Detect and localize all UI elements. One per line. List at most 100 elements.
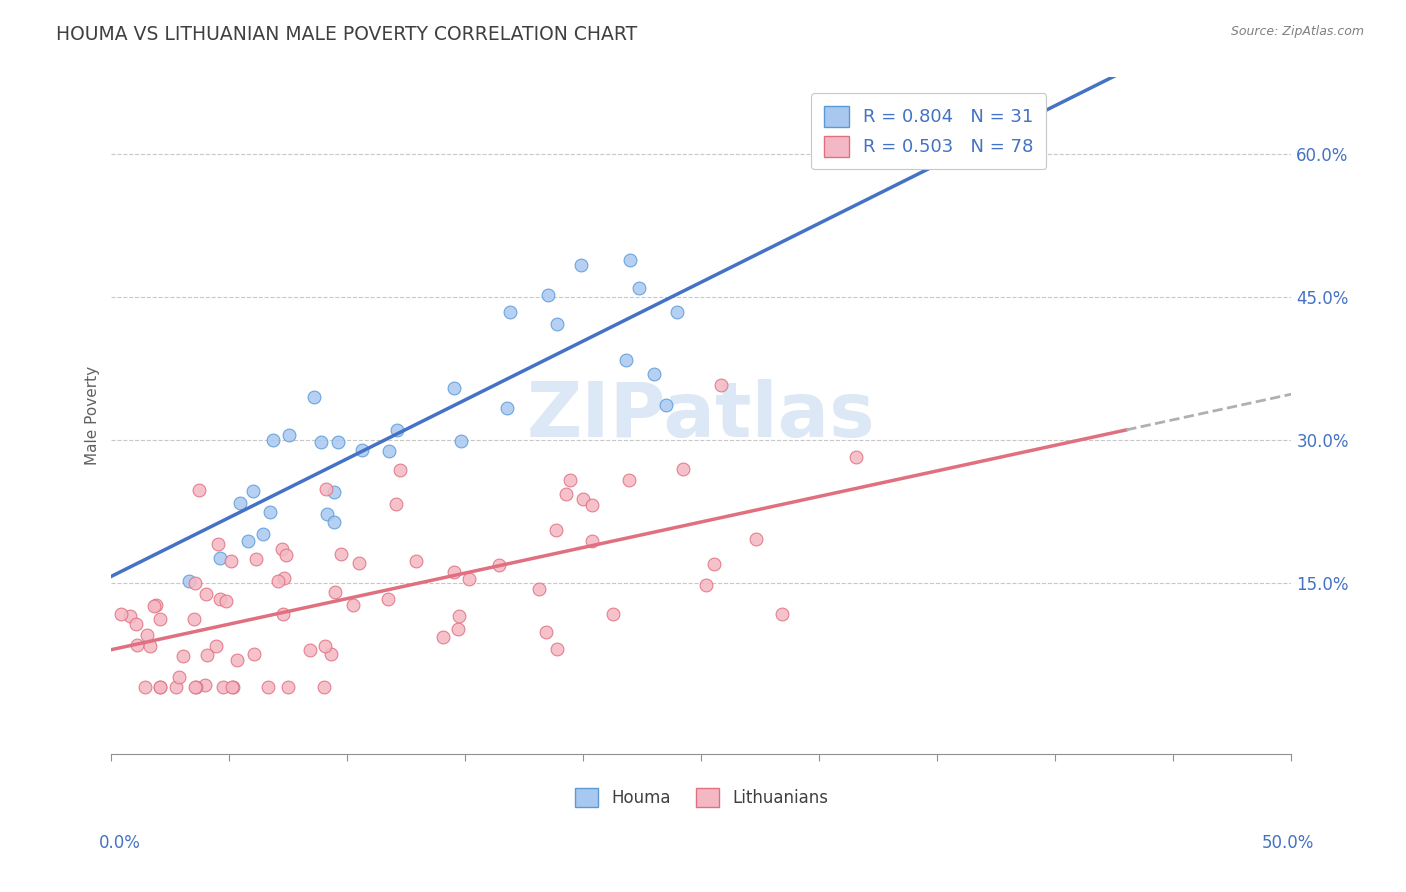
Point [124, 616, 146, 631]
Point [222, 681, 245, 695]
Point [495, 401, 517, 416]
Point [534, 624, 557, 639]
Text: 0.0%: 0.0% [98, 834, 141, 852]
Point [212, 681, 235, 695]
Legend: Houma, Lithuanians: Houma, Lithuanians [568, 781, 835, 814]
Point [242, 484, 264, 499]
Point [389, 463, 412, 477]
Point [271, 607, 294, 622]
Point [581, 533, 603, 548]
Point [569, 258, 592, 272]
Point [149, 681, 172, 695]
Point [321, 647, 343, 661]
Point [194, 587, 217, 601]
Point [205, 639, 228, 653]
Point [302, 390, 325, 404]
Point [188, 483, 211, 497]
Point [342, 599, 364, 613]
Point [614, 353, 637, 368]
Point [243, 647, 266, 661]
Point [221, 554, 243, 568]
Point [745, 532, 768, 546]
Text: Source: ZipAtlas.com: Source: ZipAtlas.com [1230, 25, 1364, 38]
Point [443, 565, 465, 579]
Point [184, 681, 207, 695]
Point [278, 428, 301, 442]
Text: 50.0%: 50.0% [1263, 834, 1315, 852]
Point [555, 487, 578, 501]
Point [527, 582, 550, 596]
Point [271, 541, 294, 556]
Point [449, 609, 471, 624]
Point [127, 638, 149, 652]
Point [457, 572, 479, 586]
Point [323, 484, 346, 499]
Point [695, 578, 717, 592]
Point [710, 378, 733, 392]
Point [443, 381, 465, 395]
Point [273, 571, 295, 585]
Point [546, 524, 568, 538]
Point [262, 433, 284, 447]
Point [149, 612, 172, 626]
Point [215, 594, 238, 608]
Point [299, 643, 322, 657]
Point [145, 598, 167, 612]
Point [252, 526, 274, 541]
Point [378, 444, 401, 458]
Point [135, 628, 157, 642]
Point [259, 505, 281, 519]
Point [267, 574, 290, 588]
Point [225, 653, 247, 667]
Point [447, 623, 470, 637]
Point [184, 681, 207, 695]
Point [323, 585, 346, 599]
Point [315, 508, 337, 522]
Point [134, 681, 156, 695]
Point [110, 607, 132, 621]
Point [546, 317, 568, 331]
Point [619, 253, 641, 268]
Point [177, 574, 200, 589]
Point [165, 681, 187, 695]
Point [845, 450, 868, 464]
Point [149, 680, 172, 694]
Point [274, 549, 297, 563]
Point [537, 287, 560, 301]
Point [488, 558, 510, 572]
Point [619, 473, 641, 487]
Point [221, 681, 243, 695]
Text: HOUMA VS LITHUANIAN MALE POVERTY CORRELATION CHART: HOUMA VS LITHUANIAN MALE POVERTY CORRELA… [56, 25, 637, 44]
Point [377, 591, 399, 606]
Point [560, 474, 582, 488]
Point [643, 367, 665, 381]
Point [385, 497, 408, 511]
Point [169, 670, 191, 684]
Point [309, 435, 332, 450]
Point [183, 576, 205, 591]
Point [450, 434, 472, 448]
Point [666, 304, 689, 318]
Point [118, 609, 141, 624]
Point [194, 678, 217, 692]
Point [323, 515, 346, 529]
Point [352, 442, 374, 457]
Point [143, 599, 166, 613]
Y-axis label: Male Poverty: Male Poverty [86, 367, 100, 466]
Point [547, 641, 569, 656]
Point [314, 640, 336, 654]
Point [229, 496, 252, 510]
Point [602, 607, 624, 621]
Point [183, 612, 205, 626]
Point [245, 552, 267, 566]
Point [432, 631, 454, 645]
Point [197, 648, 219, 663]
Point [405, 554, 427, 568]
Point [315, 482, 337, 496]
Point [330, 547, 353, 561]
Point [672, 461, 695, 475]
Point [257, 681, 280, 695]
Point [209, 592, 232, 607]
Point [236, 534, 259, 549]
Point [209, 550, 232, 565]
